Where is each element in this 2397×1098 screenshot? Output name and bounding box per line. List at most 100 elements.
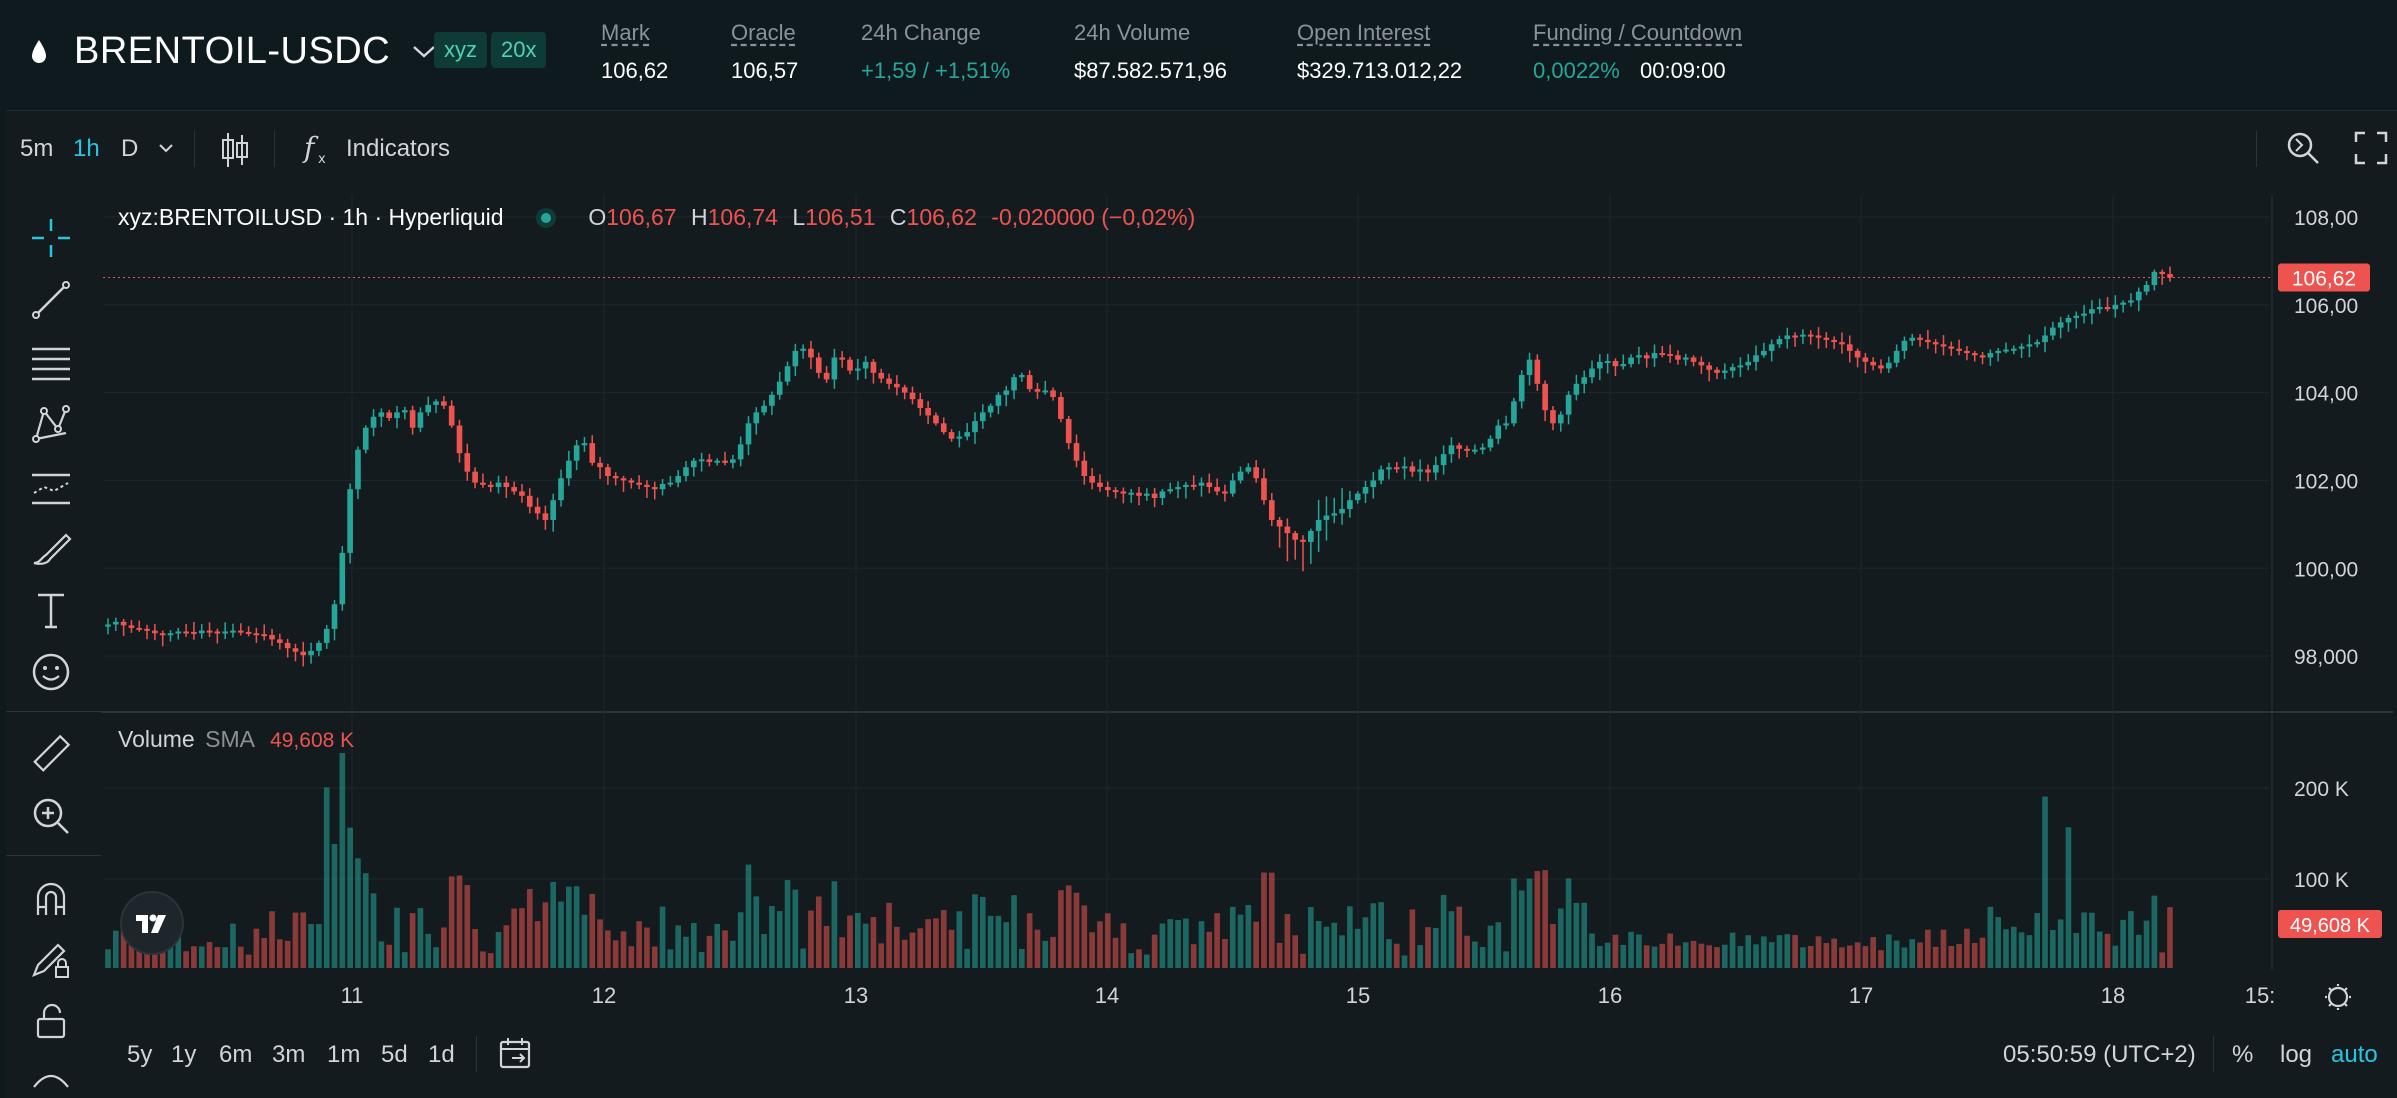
range-1d[interactable]: 1d (428, 1041, 455, 1068)
volume-bar (269, 911, 275, 968)
candle-body (675, 476, 681, 483)
fullscreen-icon[interactable] (2354, 131, 2388, 165)
volume-bar (2034, 913, 2041, 968)
lock-draw-icon[interactable] (30, 939, 72, 981)
volume-bar (331, 844, 338, 968)
candle-body (378, 412, 385, 417)
forecast-icon[interactable] (30, 465, 72, 507)
magnet-icon[interactable] (30, 879, 72, 921)
candle-body (2057, 322, 2064, 328)
candle-body (987, 405, 994, 413)
log-toggle[interactable]: log (2280, 1041, 2313, 1068)
symbol-selector[interactable]: BRENTOIL-USDC (30, 30, 436, 73)
chevron-down-icon[interactable] (158, 143, 174, 153)
candle-body (401, 410, 408, 413)
volume-bar (1792, 935, 1798, 968)
volume-bar (2042, 796, 2048, 968)
timeframe-d[interactable]: D (121, 135, 139, 162)
oracle-label[interactable]: Oracle (731, 20, 796, 45)
calendar-icon[interactable] (498, 1036, 532, 1070)
timeframe-5m[interactable]: 5m (20, 135, 54, 162)
candle-body (589, 443, 596, 463)
range-1m[interactable]: 1m (327, 1041, 361, 1068)
range-3m[interactable]: 3m (272, 1041, 306, 1068)
auto-toggle[interactable]: auto (2331, 1041, 2378, 1068)
open-interest-stat: Open Interest $329.713.012,22 (1297, 20, 1462, 84)
volume-bar (2151, 895, 2158, 968)
candle-body (1058, 397, 1064, 419)
candle-body (292, 648, 299, 652)
candle-body (526, 495, 533, 507)
volume-bar (1636, 934, 1642, 968)
candle-body (386, 412, 392, 419)
volume-bar (526, 888, 533, 968)
candle-body (456, 425, 463, 454)
volume-bar (2026, 935, 2033, 968)
emoji-icon[interactable] (30, 651, 72, 693)
quick-search-icon[interactable] (2284, 129, 2322, 167)
timeframe-1h[interactable]: 1h (73, 135, 100, 162)
candle-body (1339, 508, 1345, 514)
volume-bar (2003, 929, 2009, 968)
crosshair-icon[interactable] (30, 217, 72, 259)
mark-label[interactable]: Mark (601, 20, 650, 45)
candle-body (1628, 357, 1634, 365)
range-5y[interactable]: 5y (127, 1041, 153, 1068)
percent-toggle[interactable]: % (2232, 1041, 2254, 1068)
volume-bar (1097, 921, 1103, 968)
settings-icon[interactable] (2327, 986, 2349, 1008)
fib-icon[interactable] (30, 341, 72, 383)
volume-bar (495, 932, 502, 968)
volume-bar (1081, 905, 1088, 968)
clock-time[interactable]: 05:50:59 (UTC+2) (2003, 1041, 2196, 1068)
pane-divider[interactable] (101, 711, 2393, 713)
funding-label[interactable]: Funding / Countdown (1533, 20, 1743, 45)
volume-bar (136, 935, 143, 968)
candle-body (972, 421, 978, 433)
volume-bar (2120, 919, 2126, 968)
change-stat: 24h Change +1,59 / +1,51% (861, 20, 1010, 84)
eye-icon[interactable] (30, 1057, 72, 1089)
volume-bar (784, 880, 791, 968)
trend-line-icon[interactable] (30, 279, 72, 321)
candle-body (1597, 361, 1603, 369)
volume-bar (714, 923, 721, 968)
pattern-icon[interactable] (30, 403, 72, 445)
volume-bar (464, 885, 471, 968)
candle-type-icon[interactable] (220, 131, 250, 169)
volume-sma-value: 49,608 K (270, 729, 355, 752)
volume-bar (1425, 927, 1431, 968)
candle-body (2034, 342, 2041, 345)
candle-body (2104, 306, 2111, 310)
volume-bar (1987, 906, 1994, 968)
volume-bar (659, 906, 666, 968)
legend-symbol[interactable]: xyz:BRENTOILUSD · 1h · Hyperliquid (118, 204, 504, 230)
zoom-icon[interactable] (30, 795, 72, 837)
candle-body (487, 484, 494, 488)
candle-body (2143, 285, 2150, 292)
tradingview-logo[interactable] (122, 893, 182, 953)
brush-icon[interactable] (30, 527, 72, 569)
volume-bar (1862, 946, 1869, 968)
range-5d[interactable]: 5d (381, 1041, 408, 1068)
lock-icon[interactable] (30, 999, 72, 1041)
volume-bar (534, 921, 541, 968)
chevron-down-icon[interactable] (412, 45, 436, 59)
candle-body (2135, 291, 2142, 301)
range-6m[interactable]: 6m (219, 1041, 253, 1068)
candle-body (1870, 361, 1877, 366)
candle-body (1714, 369, 1720, 373)
range-1y[interactable]: 1y (171, 1041, 197, 1068)
open-interest-label[interactable]: Open Interest (1297, 20, 1431, 45)
candle-body (1112, 490, 1119, 493)
volume-bar (2112, 945, 2119, 968)
volume-label[interactable]: Volume (118, 726, 195, 752)
ruler-icon[interactable] (30, 733, 72, 775)
volume-bar (1479, 947, 1486, 968)
volume-bar (1401, 955, 1408, 968)
text-icon[interactable] (30, 589, 72, 631)
candle-body (1862, 357, 1869, 362)
candle-body (175, 631, 182, 634)
